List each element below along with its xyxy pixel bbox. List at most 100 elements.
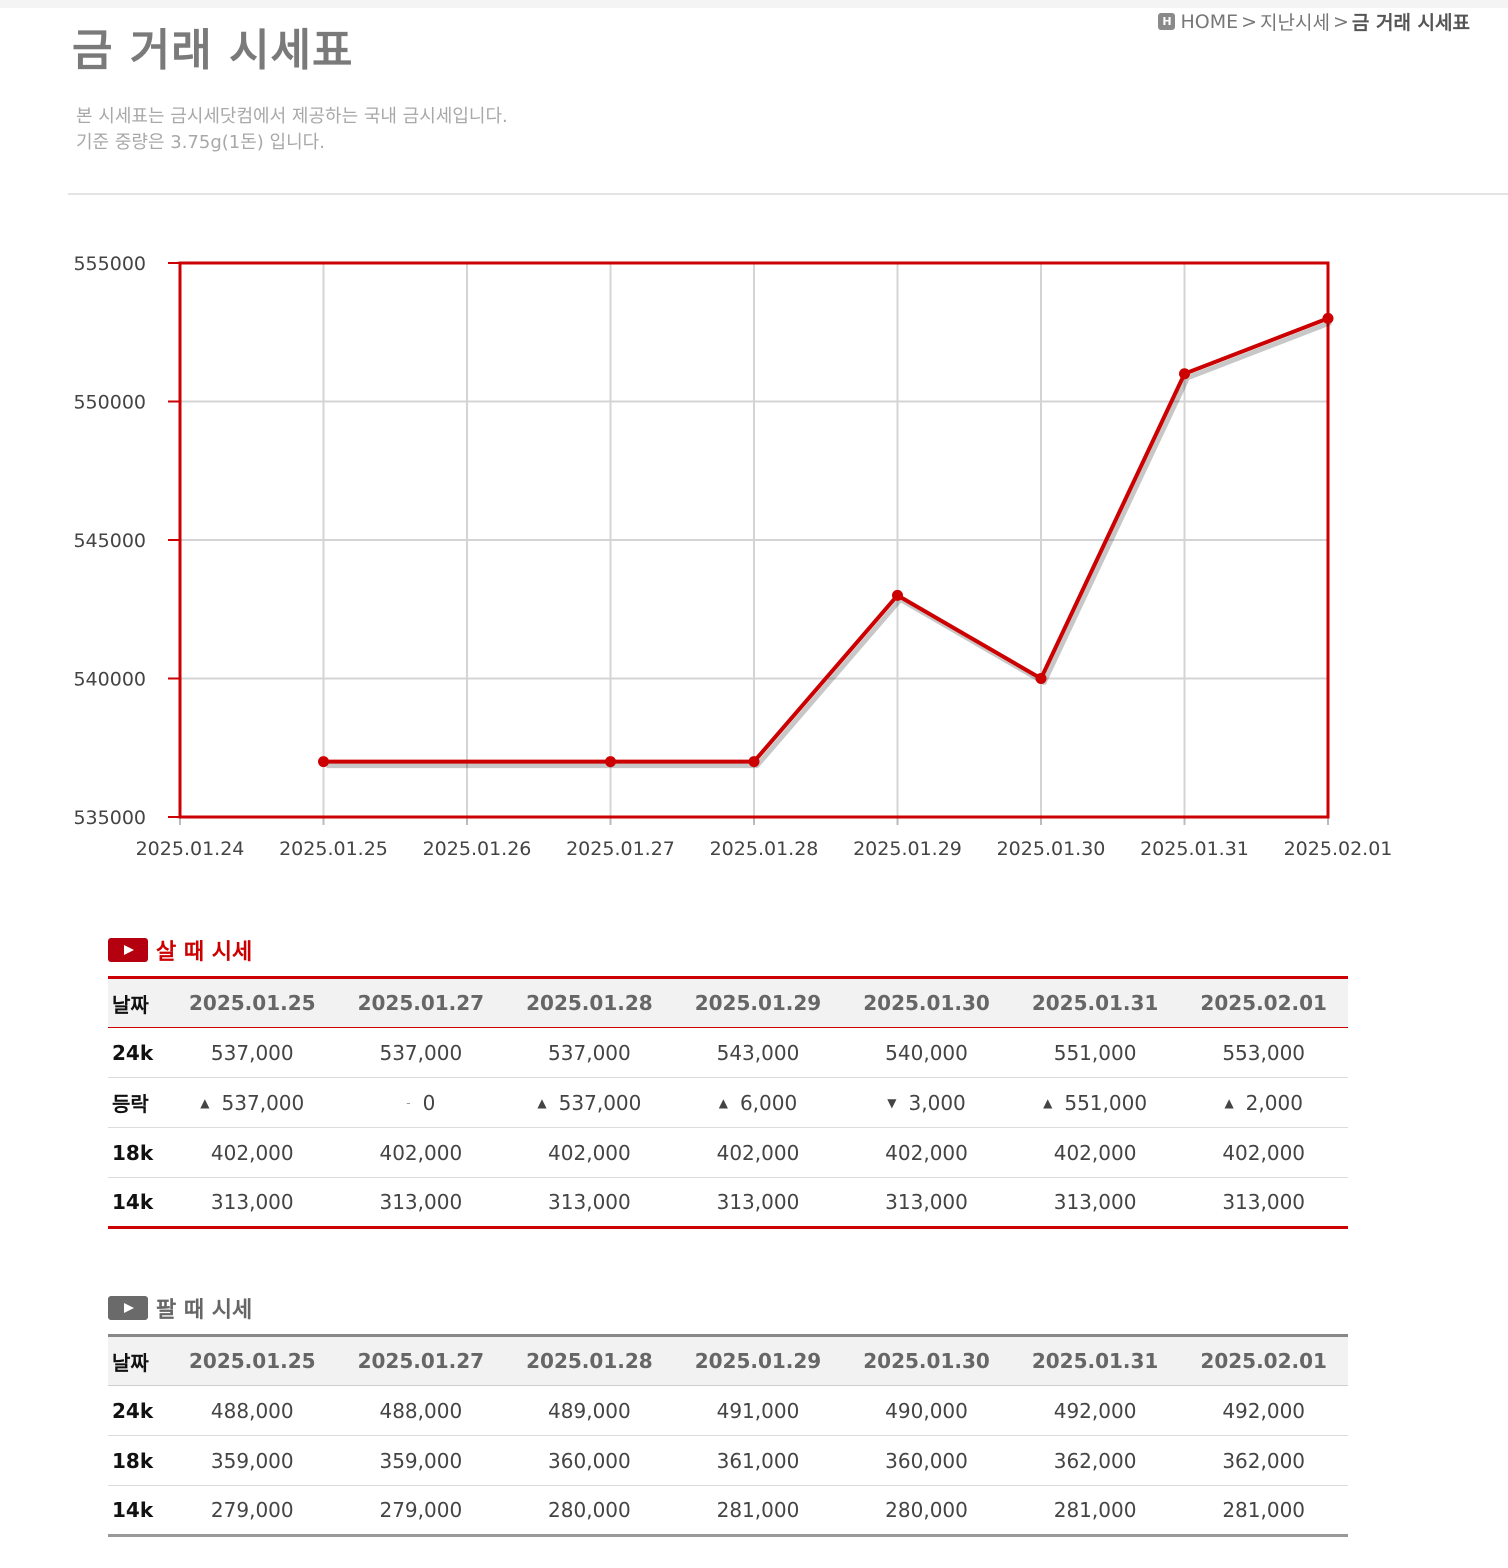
up-arrow-icon: ▲	[718, 1095, 728, 1110]
data-point	[748, 756, 760, 768]
date-header: 2025.01.27	[336, 1335, 506, 1386]
row-label-24k: 24k	[108, 1027, 168, 1078]
top-strip	[0, 0, 1508, 8]
date-header: 2025.01.28	[505, 1335, 674, 1386]
price-cell: 313,000	[1053, 1190, 1137, 1214]
price-cell: 402,000	[168, 1127, 337, 1178]
breadcrumb-separator: >	[1241, 10, 1258, 33]
price-cell: 359,000	[336, 1435, 506, 1486]
table-row: 24k 537,000 537,000 537,000 543,000 540,…	[108, 1027, 1348, 1078]
x-tick-label: 2025.01.29	[853, 838, 962, 860]
price-cell: 402,000	[505, 1127, 674, 1178]
price-cell: 402,000	[1010, 1127, 1180, 1178]
price-cell: 313,000	[716, 1190, 800, 1214]
date-header: 2025.01.30	[842, 977, 1011, 1028]
row-label-18k: 18k	[108, 1435, 168, 1486]
table-header-row: 날짜 2025.01.25 2025.01.27 2025.01.28 2025…	[108, 1335, 1348, 1386]
price-cell: 488,000	[336, 1385, 506, 1436]
buy-price-table: 날짜 2025.01.25 2025.01.27 2025.01.28 2025…	[108, 976, 1348, 1229]
series-line-shadow	[326, 320, 1332, 769]
price-cell: 313,000	[548, 1190, 631, 1214]
price-cell: 360,000	[505, 1435, 674, 1486]
date-header: 2025.01.29	[673, 1335, 843, 1386]
table-row: 18k 359,000 359,000 360,000 361,000 360,…	[108, 1435, 1348, 1486]
date-header: 2025.01.31	[1010, 1335, 1180, 1386]
table-header-row: 날짜 2025.01.25 2025.01.27 2025.01.28 2025…	[108, 977, 1348, 1028]
x-tick-label: 2025.01.25	[279, 838, 388, 860]
price-cell: 279,000	[379, 1498, 463, 1522]
date-header: 2025.01.31	[1010, 977, 1180, 1028]
intro-line: 기준 중량은 3.75g(1돈) 입니다.	[76, 132, 325, 153]
x-tick-label: 2025.01.31	[1140, 838, 1249, 860]
data-point	[318, 756, 329, 768]
page-title: 금 거래 시세표	[72, 25, 354, 76]
change-value: 3,000	[908, 1090, 966, 1115]
sell-price-table: 날짜 2025.01.25 2025.01.27 2025.01.28 2025…	[108, 1334, 1348, 1537]
price-cell: 543,000	[673, 1027, 843, 1078]
y-tick-label: 555000	[73, 253, 146, 275]
play-icon	[108, 1296, 148, 1320]
header-divider	[68, 193, 1508, 195]
intro-line: 본 시세표는 금시세닷컴에서 제공하는 국내 금시세입니다.	[76, 106, 508, 127]
price-cell: 279,000	[210, 1498, 294, 1522]
breadcrumb-separator: >	[1332, 10, 1349, 33]
date-header: 2025.01.25	[168, 977, 337, 1028]
price-cell: 360,000	[842, 1435, 1011, 1486]
x-tick-label: 2025.02.01	[1284, 838, 1393, 860]
breadcrumb: H HOME > 지난시세 > 금 거래 시세표	[1158, 8, 1470, 35]
price-cell: 313,000	[885, 1190, 968, 1214]
change-value: 2,000	[1245, 1090, 1303, 1115]
change-value: 537,000	[558, 1090, 642, 1115]
change-value: 6,000	[739, 1090, 798, 1115]
sell-section-title: 팔 때 시세	[156, 1298, 253, 1323]
row-label-14k: 14k	[112, 1190, 154, 1214]
price-cell: 402,000	[336, 1127, 506, 1178]
price-cell: 537,000	[168, 1027, 337, 1078]
price-cell: 361,000	[673, 1435, 843, 1486]
change-value: 551,000	[1064, 1090, 1148, 1115]
price-cell: 540,000	[842, 1027, 1011, 1078]
date-header: 2025.01.29	[673, 977, 843, 1028]
play-icon	[108, 938, 148, 962]
x-tick-label: 2025.01.24	[136, 838, 245, 860]
date-header: 2025.01.30	[842, 1335, 1011, 1386]
price-cell: 281,000	[1222, 1498, 1306, 1522]
price-cell: 280,000	[548, 1498, 631, 1522]
buy-section-header: 살 때 시세	[108, 934, 252, 966]
price-cell: 313,000	[379, 1190, 463, 1214]
breadcrumb-home-link[interactable]: HOME	[1180, 10, 1239, 33]
price-cell: 280,000	[885, 1498, 968, 1522]
home-icon[interactable]: H	[1158, 13, 1176, 30]
price-cell: 488,000	[168, 1385, 337, 1436]
row-label-14k: 14k	[112, 1498, 154, 1522]
data-point	[1322, 312, 1334, 324]
x-tick-label: 2025.01.26	[423, 838, 532, 860]
price-cell: 281,000	[1053, 1498, 1137, 1522]
price-cell: 362,000	[1010, 1435, 1180, 1486]
plot-frame	[178, 261, 1330, 819]
price-cell: 402,000	[673, 1127, 843, 1178]
data-point	[1035, 673, 1047, 684]
breadcrumb-past-prices-link[interactable]: 지난시세	[1260, 12, 1330, 34]
up-arrow-icon: ▲	[537, 1095, 547, 1110]
change-cell: ▲ 537,000	[168, 1077, 337, 1128]
data-point	[1179, 368, 1190, 380]
price-cell: 313,000	[1222, 1190, 1306, 1214]
header-date-label: 날짜	[108, 1335, 168, 1386]
row-label-18k: 18k	[108, 1127, 168, 1178]
price-cell: 491,000	[673, 1385, 843, 1436]
breadcrumb-current: 금 거래 시세표	[1351, 12, 1470, 34]
price-cell: 402,000	[1179, 1127, 1348, 1178]
row-label-24k: 24k	[108, 1385, 168, 1436]
intro-text: 본 시세표는 금시세닷컴에서 제공하는 국내 금시세입니다. 기준 중량은 3.…	[76, 104, 508, 156]
price-cell: 313,000	[210, 1190, 294, 1214]
up-arrow-icon: ▲	[1224, 1095, 1234, 1110]
y-tick-label: 550000	[73, 392, 146, 414]
price-line-chart: 535000 540000 545000 550000 555000 2025.01.24…	[73, 253, 1393, 860]
buy-section-title: 살 때 시세	[156, 940, 253, 965]
up-arrow-icon: ▲	[1043, 1095, 1053, 1110]
y-tick-label: 540000	[73, 669, 146, 691]
price-cell: 489,000	[505, 1385, 674, 1436]
date-header: 2025.01.27	[336, 977, 506, 1028]
date-header: 2025.01.25	[168, 1335, 337, 1386]
